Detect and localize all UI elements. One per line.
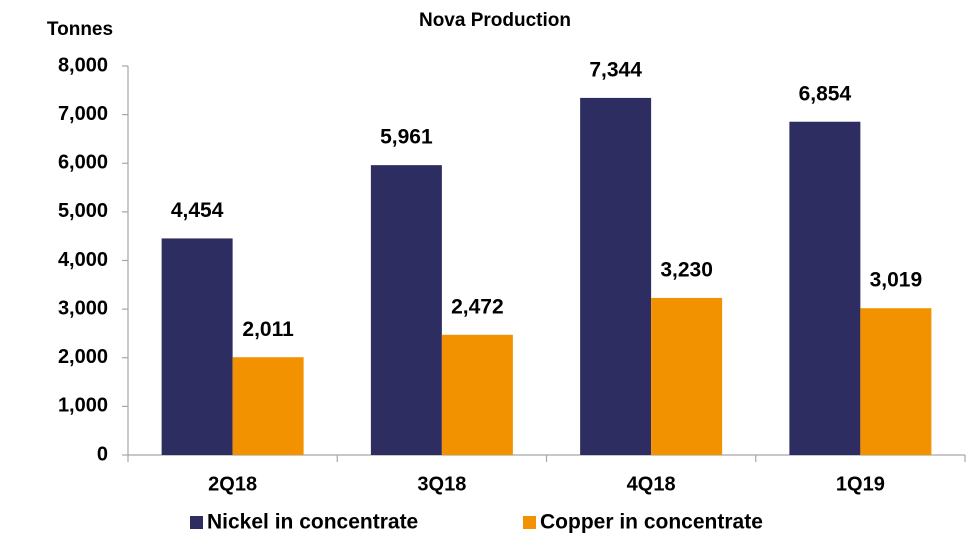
x-tick-label: 4Q18 [627, 473, 676, 495]
bar [860, 308, 932, 455]
chart-title: Nova Production [419, 10, 571, 31]
y-tick-label: 8,000 [58, 54, 108, 76]
y-axis-label: Tonnes [47, 19, 113, 40]
bar [580, 97, 652, 455]
legend-label: Copper in concentrate [540, 511, 763, 534]
x-tick-label: 1Q19 [836, 473, 885, 495]
y-tick-label: 4,000 [58, 249, 108, 271]
value-label: 2,472 [451, 295, 504, 318]
legend-label: Nickel in concentrate [207, 511, 418, 534]
bar [651, 297, 723, 455]
bar [441, 334, 513, 455]
y-tick-label: 2,000 [58, 346, 108, 368]
y-tick-label: 1,000 [58, 395, 108, 417]
y-tick-label: 0 [97, 443, 108, 465]
value-label: 6,854 [799, 82, 852, 105]
value-label: 3,230 [660, 258, 713, 281]
x-tick-label: 2Q18 [208, 473, 257, 495]
legend-swatch [523, 516, 536, 529]
bar [789, 121, 861, 456]
value-label: 7,344 [589, 58, 642, 81]
value-label: 3,019 [870, 269, 923, 292]
y-tick-label: 3,000 [58, 297, 108, 319]
bar [232, 357, 304, 455]
bar [161, 238, 233, 455]
bar [370, 165, 442, 456]
y-tick-label: 7,000 [58, 103, 108, 125]
value-label: 4,454 [171, 199, 224, 222]
y-tick-label: 5,000 [58, 200, 108, 222]
x-tick-label: 3Q18 [417, 473, 466, 495]
value-label: 5,961 [380, 126, 433, 149]
legend-swatch [190, 516, 203, 529]
y-tick-label: 6,000 [58, 152, 108, 174]
value-label: 2,011 [242, 318, 294, 341]
